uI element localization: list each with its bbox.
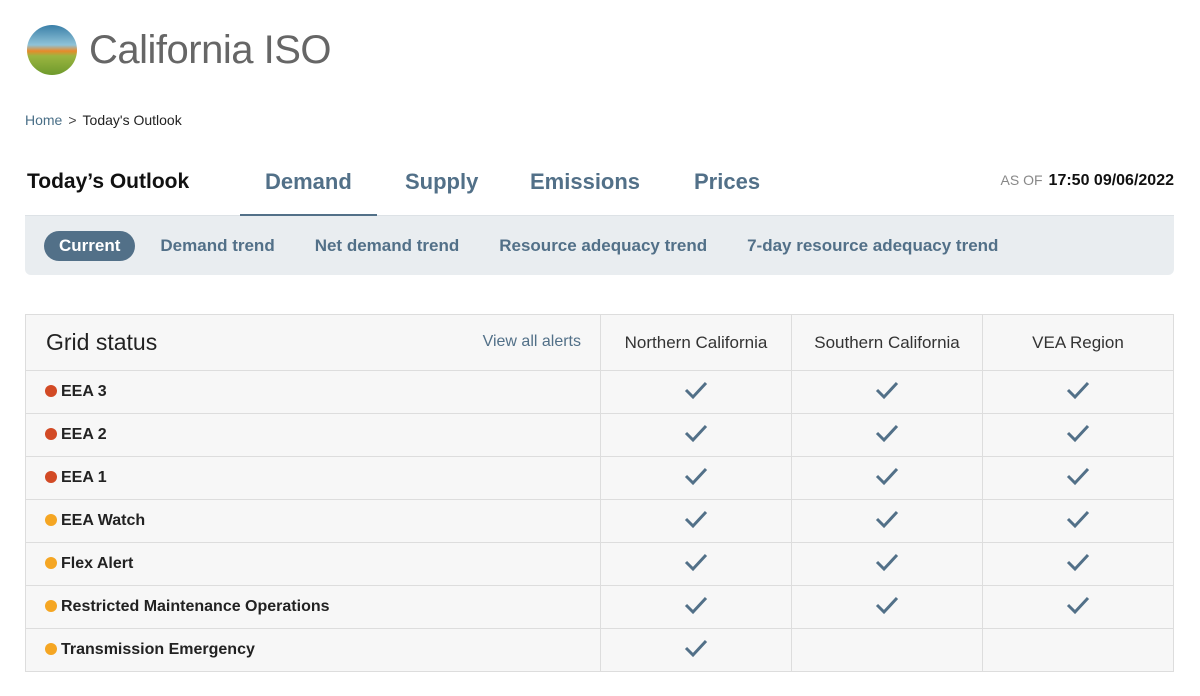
alert-label: EEA 1 bbox=[25, 456, 601, 500]
column-header: VEA Region bbox=[982, 314, 1174, 371]
status-dot-icon bbox=[45, 643, 57, 655]
check-icon bbox=[875, 553, 899, 576]
alert-name: Transmission Emergency bbox=[61, 641, 255, 658]
table-row: EEA Watch bbox=[25, 499, 1174, 543]
status-cell bbox=[600, 413, 792, 457]
status-cell bbox=[791, 413, 983, 457]
brand-name: California ISO bbox=[89, 27, 331, 72]
outlook-header: Today’s Outlook Demand Supply Emissions … bbox=[25, 150, 1174, 217]
status-cell bbox=[791, 585, 983, 629]
check-icon bbox=[1066, 596, 1090, 619]
check-icon bbox=[875, 596, 899, 619]
status-cell bbox=[982, 413, 1174, 457]
table-row: EEA 2 bbox=[25, 413, 1174, 457]
breadcrumb-current: Today's Outlook bbox=[82, 112, 182, 128]
grid-status-title: Grid status bbox=[46, 329, 158, 355]
check-icon bbox=[1066, 510, 1090, 533]
check-icon bbox=[1066, 424, 1090, 447]
table-row: EEA 3 bbox=[25, 370, 1174, 414]
status-cell bbox=[982, 585, 1174, 629]
status-cell bbox=[791, 628, 983, 672]
check-icon bbox=[1066, 467, 1090, 490]
column-header: Southern California bbox=[791, 314, 983, 371]
alert-name: Restricted Maintenance Operations bbox=[61, 598, 330, 615]
alert-name: EEA 2 bbox=[61, 426, 107, 443]
check-icon bbox=[684, 596, 708, 619]
status-dot-icon bbox=[45, 557, 57, 569]
alert-label: EEA 2 bbox=[25, 413, 601, 457]
check-icon bbox=[875, 424, 899, 447]
as-of-value: 17:50 09/06/2022 bbox=[1048, 172, 1174, 189]
breadcrumb-home[interactable]: Home bbox=[25, 112, 63, 128]
status-cell bbox=[791, 499, 983, 543]
check-icon bbox=[684, 467, 708, 490]
alert-name: EEA Watch bbox=[61, 512, 146, 529]
status-dot-icon bbox=[45, 514, 57, 526]
status-cell bbox=[982, 456, 1174, 500]
status-dot-icon bbox=[45, 385, 57, 397]
tab-emissions[interactable]: Emissions bbox=[530, 169, 641, 194]
subnav-resource-adequacy-trend[interactable]: Resource adequacy trend bbox=[499, 235, 708, 255]
grid-status-table: Grid status View all alerts Northern Cali… bbox=[25, 314, 1174, 672]
table-row: Flex Alert bbox=[25, 542, 1174, 586]
status-cell bbox=[600, 585, 792, 629]
grid-status-header: Grid status View all alerts bbox=[25, 314, 601, 371]
check-icon bbox=[875, 381, 899, 404]
alert-label: Transmission Emergency bbox=[25, 628, 601, 672]
status-cell bbox=[600, 370, 792, 414]
california-iso-logo[interactable]: California ISO bbox=[27, 25, 331, 75]
check-icon bbox=[684, 639, 708, 662]
logo-icon bbox=[27, 25, 77, 75]
column-header: Northern California bbox=[600, 314, 792, 371]
tab-prices[interactable]: Prices bbox=[694, 169, 761, 194]
table-row: Restricted Maintenance Operations bbox=[25, 585, 1174, 629]
status-dot-icon bbox=[45, 600, 57, 612]
table-row: EEA 1 bbox=[25, 456, 1174, 500]
check-icon bbox=[1066, 381, 1090, 404]
tab-supply[interactable]: Supply bbox=[405, 169, 479, 194]
alert-name: EEA 3 bbox=[61, 383, 107, 400]
subnav-7-day-resource-adequacy-trend[interactable]: 7-day resource adequacy trend bbox=[747, 235, 999, 255]
status-cell bbox=[600, 628, 792, 672]
subnav-current[interactable]: Current bbox=[44, 230, 136, 261]
status-cell bbox=[600, 456, 792, 500]
as-of-timestamp: AS OF 17:50 09/06/2022 bbox=[1001, 172, 1174, 190]
tab-demand[interactable]: Demand bbox=[240, 169, 377, 217]
view-all-alerts-link[interactable]: View all alerts bbox=[482, 333, 581, 350]
subnav-net-demand-trend[interactable]: Net demand trend bbox=[314, 235, 460, 255]
status-cell bbox=[982, 370, 1174, 414]
status-cell bbox=[982, 628, 1174, 672]
as-of-label: AS OF bbox=[1000, 172, 1043, 188]
check-icon bbox=[684, 553, 708, 576]
status-cell bbox=[982, 542, 1174, 586]
status-cell bbox=[791, 542, 983, 586]
status-cell bbox=[791, 370, 983, 414]
status-cell bbox=[791, 456, 983, 500]
status-cell bbox=[600, 499, 792, 543]
check-icon bbox=[875, 467, 899, 490]
alert-name: Flex Alert bbox=[61, 555, 134, 572]
status-dot-icon bbox=[45, 428, 57, 440]
alert-label: EEA 3 bbox=[25, 370, 601, 414]
status-dot-icon bbox=[45, 471, 57, 483]
page-title: Today’s Outlook bbox=[27, 170, 190, 193]
breadcrumb-separator: > bbox=[68, 112, 77, 128]
alert-name: EEA 1 bbox=[61, 469, 107, 486]
alert-label: Restricted Maintenance Operations bbox=[25, 585, 601, 629]
check-icon bbox=[875, 510, 899, 533]
subnav-demand-trend[interactable]: Demand trend bbox=[160, 235, 275, 255]
check-icon bbox=[684, 424, 708, 447]
breadcrumb: Home > Today's Outlook bbox=[25, 112, 182, 128]
alert-label: EEA Watch bbox=[25, 499, 601, 543]
check-icon bbox=[684, 510, 708, 533]
check-icon bbox=[684, 381, 708, 404]
alert-label: Flex Alert bbox=[25, 542, 601, 586]
status-cell bbox=[600, 542, 792, 586]
subnav: Current Demand trend Net demand trend Re… bbox=[25, 216, 1174, 275]
check-icon bbox=[1066, 553, 1090, 576]
table-row: Transmission Emergency bbox=[25, 628, 1174, 672]
status-cell bbox=[982, 499, 1174, 543]
